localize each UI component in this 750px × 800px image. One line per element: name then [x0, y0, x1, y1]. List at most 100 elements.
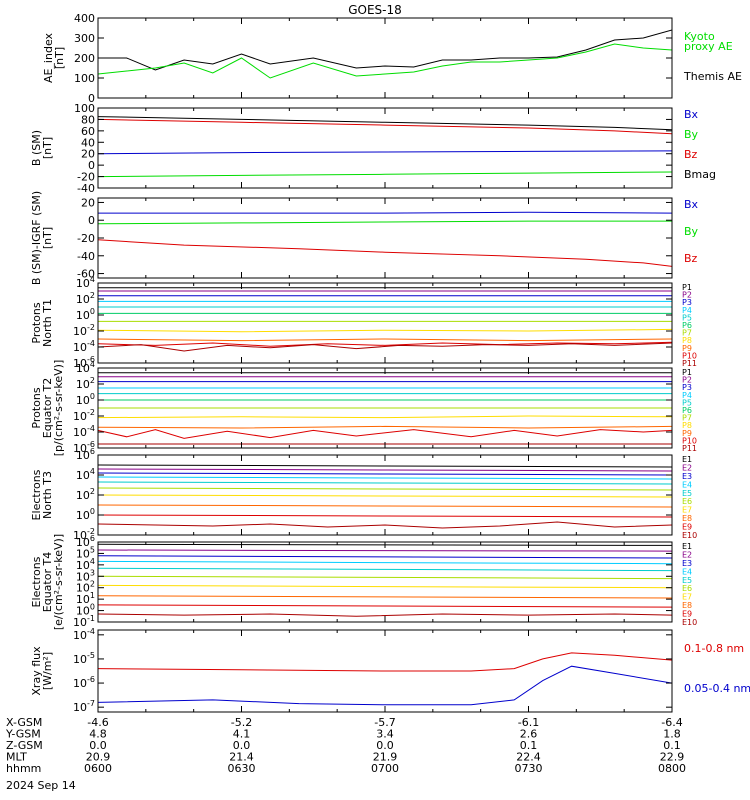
y-tick-label: 100	[76, 507, 95, 522]
footer-value: 0730	[515, 762, 543, 775]
footer-value: 0.0	[233, 739, 251, 752]
series-p1-7	[98, 328, 672, 333]
legend-entry: By	[684, 128, 699, 141]
y-tick-label: -40	[77, 182, 95, 195]
series-e1-1	[98, 468, 672, 472]
legend-entry: E9	[682, 523, 692, 532]
series-e1-0	[98, 464, 672, 468]
y-tick-label: 100	[76, 603, 95, 618]
series-ae-0	[98, 29, 672, 71]
legend-entry: E9	[682, 610, 692, 619]
y-tick-label: 200	[74, 52, 95, 65]
series-bigrf-0	[98, 211, 672, 214]
y-tick-label: 10-6	[73, 675, 95, 690]
series-p2-9	[98, 429, 672, 439]
legend-entry: E2	[682, 463, 692, 472]
y-tick-label: 104	[76, 467, 95, 482]
footer-row-label: Z-GSM	[6, 739, 43, 752]
footer-value: -6.4	[661, 716, 682, 729]
series-p2-7	[98, 415, 672, 419]
y-tick-label: 20	[81, 148, 95, 161]
legend-entry: Bx	[684, 108, 699, 121]
series-xray-0	[98, 652, 672, 672]
legend-entry: E6	[682, 497, 692, 506]
y-tick-label: 80	[81, 113, 95, 126]
legend-entry: E7	[682, 506, 692, 515]
legend-entry: P4	[682, 391, 692, 400]
series-e1-5	[98, 487, 672, 491]
y-tick-label: 102	[76, 376, 95, 391]
legend-entry: Bx	[684, 198, 699, 211]
legend-entry: P1	[682, 283, 692, 292]
y-axis-label: North T3	[41, 471, 54, 519]
y-tick-label: 100	[74, 102, 95, 115]
footer-value: 2.6	[520, 728, 538, 741]
legend-entry: P6	[682, 321, 692, 330]
y-tick-label: 100	[76, 307, 95, 322]
legend-entry: Themis AE	[683, 70, 742, 83]
y-tick-label: 10-6	[73, 355, 95, 370]
y-tick-label: 103	[76, 568, 95, 583]
series-e2-3	[98, 560, 672, 565]
y-axis-label: Equator T2	[41, 378, 54, 438]
y-tick-label: 104	[76, 360, 95, 375]
series-e2-2	[98, 555, 672, 559]
legend-entry: Kyoto	[684, 30, 715, 43]
series-e2-7	[98, 595, 672, 599]
y-axis-label: B (SM)-IGRF (SM)	[30, 191, 43, 285]
y-axis-label: [W/m²]	[41, 652, 54, 690]
panel-frame	[97, 541, 673, 623]
y-tick-label: 102	[76, 580, 95, 595]
legend-entry: E8	[682, 514, 692, 523]
series-e1-2	[98, 472, 672, 476]
footer-table: X-GSM -4.6 -5.2 -5.7 -6.1 -6.4 Y-GSM 4.8 4.1 3.4 2…	[5, 716, 686, 775]
panel-frame	[97, 197, 673, 279]
legend-entry: E4	[682, 480, 692, 489]
y-tick-label: 10-1	[73, 614, 95, 629]
y-tick-label: 20	[81, 196, 95, 209]
series-e1-9	[98, 521, 672, 529]
legend-entry: P8	[682, 336, 692, 345]
y-axis-label: [e/(cm²-s-sr-keV)]	[52, 534, 65, 630]
footer-value: 0630	[228, 762, 256, 775]
y-axis-label: [nT]	[41, 137, 54, 159]
y-axis-label: [p/(cm²-s-sr-keV)]	[52, 360, 65, 457]
series-e2-8	[98, 604, 672, 608]
legend-entry: Bz	[684, 148, 698, 161]
y-tick-label: 102	[76, 487, 95, 502]
y-axis-label: Electrons	[30, 556, 43, 607]
legend-entry: E10	[682, 618, 697, 627]
y-tick-label: 10-2	[73, 527, 95, 542]
footer-value: 0.1	[520, 739, 538, 752]
series-bigrf-2	[98, 239, 672, 267]
footer-value: 21.4	[229, 751, 254, 764]
legend-entry: P9	[682, 429, 692, 438]
legend-entry: P2	[682, 291, 692, 300]
y-axis-label: North T1	[41, 299, 54, 347]
legend-entry: Bmag	[684, 168, 716, 181]
y-axis-label: [nT]	[53, 47, 66, 69]
y-tick-label: 0	[88, 92, 95, 105]
y-tick-label: 10-2	[73, 408, 95, 423]
y-tick-label: 106	[76, 534, 95, 549]
footer-value: 0.0	[89, 739, 107, 752]
y-tick-label: 106	[76, 447, 95, 462]
y-tick-label: 300	[74, 32, 95, 45]
footer-value: 4.8	[89, 728, 107, 741]
legend-entry: By	[684, 225, 699, 238]
legend-entry: P2	[682, 376, 692, 385]
series-bsm-1	[98, 118, 672, 135]
legend-entry: P11	[682, 359, 697, 368]
panel-bigrf: -60 -40 -20 0 20 B (SM)-IGRF (SM)[nT] Bx By Bz	[30, 191, 699, 285]
series-bsm-3	[98, 171, 672, 178]
footer-value: 3.4	[376, 728, 394, 741]
footer-value: 0800	[658, 762, 686, 775]
legend-entry: E3	[682, 559, 692, 568]
legend-entry: E1	[682, 542, 692, 551]
legend-entry: P11	[682, 444, 697, 453]
y-tick-label: 60	[81, 125, 95, 138]
